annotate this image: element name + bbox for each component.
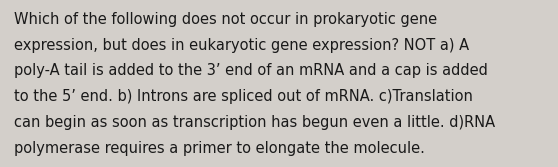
Text: to the 5’ end. b) Introns are spliced out of mRNA. c)Translation: to the 5’ end. b) Introns are spliced ou…	[14, 89, 473, 104]
Text: Which of the following does not occur in prokaryotic gene: Which of the following does not occur in…	[14, 12, 437, 27]
Text: expression, but does in eukaryotic gene expression? NOT a) A: expression, but does in eukaryotic gene …	[14, 38, 469, 53]
Text: can begin as soon as transcription has begun even a little. d)RNA: can begin as soon as transcription has b…	[14, 115, 495, 130]
Text: poly-A tail is added to the 3’ end of an mRNA and a cap is added: poly-A tail is added to the 3’ end of an…	[14, 63, 488, 78]
Text: polymerase requires a primer to elongate the molecule.: polymerase requires a primer to elongate…	[14, 141, 425, 156]
